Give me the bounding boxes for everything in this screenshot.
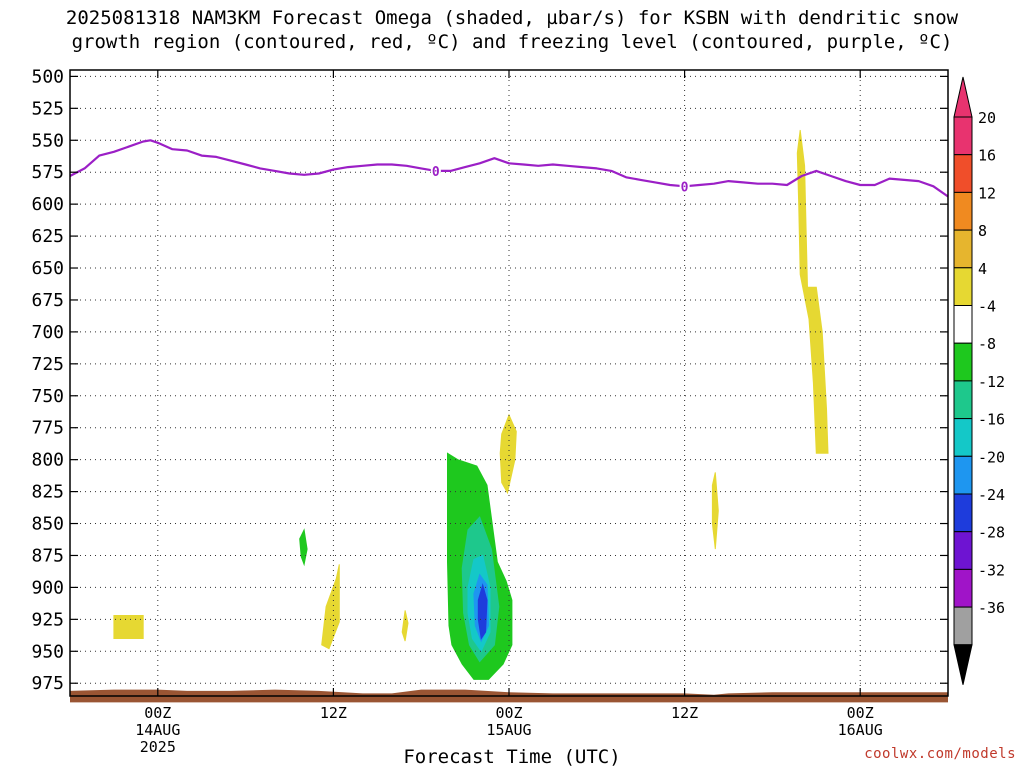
y-tick-label: 525 bbox=[31, 98, 64, 119]
colorbar-swatch-8 bbox=[953, 418, 973, 457]
omega-region-0 bbox=[113, 615, 144, 639]
y-tick-label: 700 bbox=[31, 322, 64, 343]
freezing-level-label-bg bbox=[679, 179, 690, 194]
colorbar-swatch-2 bbox=[953, 191, 973, 231]
colorbar-bottom-arrow bbox=[953, 644, 973, 685]
colorbar-swatch-13 bbox=[953, 606, 973, 646]
y-tick-label: 875 bbox=[31, 545, 64, 566]
x-tick-label: 2025 bbox=[140, 738, 176, 756]
chart-title-line2: growth region (contoured, red, ºC) and f… bbox=[71, 31, 953, 53]
y-tick-label: 950 bbox=[31, 641, 64, 662]
y-tick-label: 725 bbox=[31, 354, 64, 375]
y-tick-label: 650 bbox=[31, 258, 64, 279]
credit-text: coolwx.com/models bbox=[864, 746, 1016, 762]
freezing-level-line bbox=[69, 139, 949, 198]
colorbar-swatch-12 bbox=[953, 568, 973, 608]
colorbar-swatch-1 bbox=[953, 154, 973, 193]
y-tick-label: 800 bbox=[31, 450, 64, 471]
omega-region-1 bbox=[321, 564, 340, 650]
colorbar-label: -4 bbox=[978, 298, 996, 316]
colorbar-label: 16 bbox=[978, 147, 996, 165]
y-tick-label: 925 bbox=[31, 609, 64, 630]
y-tick-label: 625 bbox=[31, 226, 64, 247]
y-tick-label: 675 bbox=[31, 290, 64, 311]
colorbar-label: -36 bbox=[978, 599, 1005, 617]
x-tick-label: 00Z bbox=[847, 704, 874, 722]
y-tick-label: 575 bbox=[31, 162, 64, 183]
x-tick-label: 14AUG bbox=[135, 721, 180, 739]
colorbar-label: 4 bbox=[978, 260, 987, 278]
x-tick-label: 16AUG bbox=[838, 721, 883, 739]
colorbar-label: -12 bbox=[978, 373, 1005, 391]
y-tick-label: 775 bbox=[31, 418, 64, 439]
colorbar-swatch-9 bbox=[953, 455, 973, 495]
colorbar-swatch-3 bbox=[953, 229, 973, 269]
x-axis-label: Forecast Time (UTC) bbox=[403, 746, 621, 768]
y-tick-label: 850 bbox=[31, 514, 64, 535]
y-tick-label: 900 bbox=[31, 577, 64, 598]
freezing-level-label: 0 bbox=[432, 165, 440, 180]
x-tick-label: 15AUG bbox=[486, 721, 531, 739]
colorbar-label: -32 bbox=[978, 561, 1005, 579]
y-tick-label: 600 bbox=[31, 194, 64, 215]
y-tick-label: 500 bbox=[31, 66, 64, 87]
x-tick-label: 12Z bbox=[320, 704, 347, 722]
colorbar: 20 16 12 8 4 -4 -8 -12 -16 -20 -24 -28 -32 -36 bbox=[953, 76, 1005, 685]
colorbar-top-arrow bbox=[953, 76, 973, 118]
colorbar-label: 20 bbox=[978, 109, 996, 127]
x-tick-label: 00Z bbox=[144, 704, 171, 722]
omega-region-11 bbox=[477, 583, 488, 640]
y-tick-label: 550 bbox=[31, 130, 64, 151]
omega-shading bbox=[113, 129, 829, 680]
omega-region-5 bbox=[796, 129, 829, 454]
x-tick-label: 00Z bbox=[495, 704, 522, 722]
colorbar-swatch-11 bbox=[953, 531, 973, 570]
y-tick-label: 825 bbox=[31, 482, 64, 503]
y-tick-label: 975 bbox=[31, 673, 64, 694]
omega-region-2 bbox=[401, 610, 409, 642]
freezing-level-contour: 00 bbox=[69, 139, 949, 198]
colorbar-label: -16 bbox=[978, 411, 1005, 429]
colorbar-label: 8 bbox=[978, 222, 987, 240]
freezing-level-label: 0 bbox=[681, 180, 689, 195]
colorbar-swatch-10 bbox=[953, 493, 973, 533]
colorbar-label: -28 bbox=[978, 524, 1005, 542]
omega-region-4 bbox=[711, 472, 719, 550]
colorbar-swatch-4 bbox=[953, 267, 973, 306]
x-tick-label: 12Z bbox=[671, 704, 698, 722]
chart-title: 2025081318 NAM3KM Forecast Omega (shaded… bbox=[0, 6, 1024, 54]
omega-region-3 bbox=[499, 413, 517, 495]
y-axis: 500 525 550 575 600 625 650 675 700 725 750 775 800 8… bbox=[31, 66, 948, 694]
omega-region-6 bbox=[299, 528, 308, 567]
colorbar-label: -24 bbox=[978, 486, 1005, 504]
colorbar-label: -8 bbox=[978, 335, 996, 353]
y-tick-label: 750 bbox=[31, 386, 64, 407]
colorbar-swatch-5 bbox=[953, 305, 973, 344]
colorbar-label: 12 bbox=[978, 184, 996, 202]
chart-title-line1: 2025081318 NAM3KM Forecast Omega (shaded… bbox=[65, 7, 959, 29]
colorbar-label: -20 bbox=[978, 448, 1005, 466]
freezing-level-label-bg bbox=[430, 163, 441, 178]
colorbar-swatch-0 bbox=[953, 116, 973, 156]
colorbar-swatch-7 bbox=[953, 380, 973, 420]
colorbar-swatch-6 bbox=[953, 342, 973, 382]
